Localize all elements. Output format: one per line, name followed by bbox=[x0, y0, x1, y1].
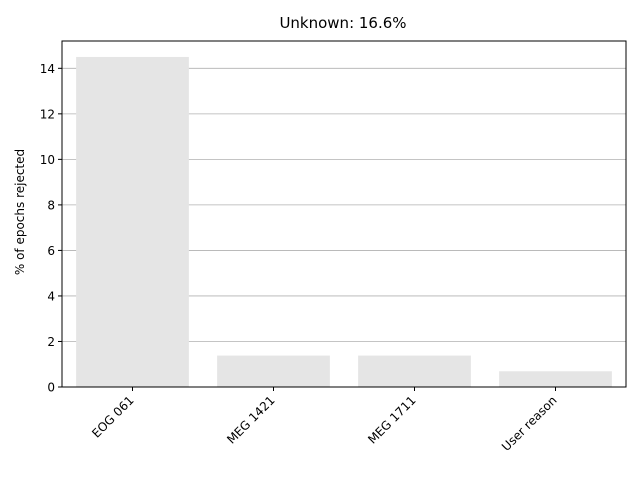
y-tick-label: 8 bbox=[47, 198, 55, 212]
y-tick-label: 14 bbox=[40, 62, 55, 76]
y-axis-label: % of epochs rejected bbox=[13, 149, 27, 275]
x-axis-ticks: EOG 061 MEG 1421 MEG 1711 User reason bbox=[89, 387, 560, 454]
y-axis-ticks: 0 2 4 6 8 10 12 14 bbox=[40, 62, 62, 395]
y-tick-label: 12 bbox=[40, 107, 55, 121]
chart-title: Unknown: 16.6% bbox=[279, 14, 406, 32]
bar bbox=[499, 371, 612, 387]
x-tick-label: MEG 1421 bbox=[224, 393, 277, 446]
bar bbox=[358, 355, 471, 387]
x-tick-label: MEG 1711 bbox=[365, 393, 418, 446]
bar bbox=[217, 355, 330, 387]
y-tick-label: 10 bbox=[40, 153, 55, 167]
bars bbox=[76, 56, 612, 388]
y-tick-label: 0 bbox=[47, 381, 55, 395]
y-tick-label: 6 bbox=[47, 244, 55, 258]
x-tick-label: User reason bbox=[499, 393, 560, 454]
bar bbox=[76, 56, 189, 388]
y-tick-label: 4 bbox=[47, 289, 55, 303]
y-tick-label: 2 bbox=[47, 335, 55, 349]
plot-frame bbox=[61, 40, 627, 388]
x-tick-label: EOG 061 bbox=[89, 393, 136, 440]
